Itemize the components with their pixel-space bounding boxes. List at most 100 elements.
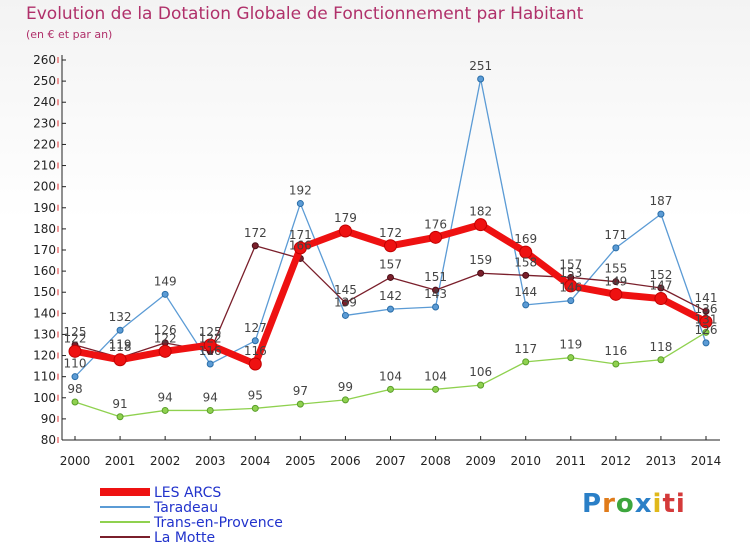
y-tick-label: 100	[33, 391, 56, 405]
data-label-la-motte: 145	[334, 283, 357, 297]
data-label-les-arcs: 116	[244, 344, 267, 358]
point-les-arcs	[654, 292, 668, 306]
data-label-les-arcs: 136	[695, 302, 718, 316]
point-trans-en-provence	[341, 396, 349, 404]
point-les-arcs	[474, 218, 488, 232]
point-taradeau	[116, 326, 124, 334]
data-label-les-arcs: 118	[109, 340, 132, 354]
data-label-taradeau: 143	[424, 287, 447, 301]
point-les-arcs	[248, 357, 262, 371]
y-tick-label: 220	[33, 137, 56, 151]
data-label-la-motte: 152	[649, 268, 672, 282]
point-trans-en-provence	[477, 381, 485, 389]
point-trans-en-provence	[432, 385, 440, 393]
y-tick-label: 120	[33, 349, 56, 363]
y-tick-label: 260	[33, 53, 56, 67]
y-tick-label: 210	[33, 159, 56, 173]
data-label-trans-en-provence: 94	[203, 390, 218, 404]
point-taradeau	[161, 290, 169, 298]
x-tick-label: 2009	[465, 454, 496, 468]
point-taradeau	[432, 303, 440, 311]
data-label-trans-en-provence: 118	[649, 340, 672, 354]
point-taradeau	[612, 244, 620, 252]
data-label-les-arcs: 122	[64, 331, 87, 345]
point-les-arcs	[519, 245, 533, 259]
point-taradeau	[206, 360, 214, 368]
data-label-les-arcs: 149	[604, 274, 627, 288]
y-tick-label: 250	[33, 74, 56, 88]
x-tick-label: 2012	[601, 454, 632, 468]
data-label-la-motte: 157	[379, 257, 402, 271]
data-label-taradeau: 127	[244, 321, 267, 335]
point-trans-en-provence	[567, 354, 575, 362]
point-trans-en-provence	[116, 413, 124, 421]
point-taradeau	[296, 200, 304, 208]
data-label-taradeau: 187	[649, 194, 672, 208]
point-trans-en-provence	[702, 328, 710, 336]
data-label-taradeau: 116	[199, 344, 222, 358]
point-taradeau	[657, 210, 665, 218]
point-la-motte	[341, 299, 349, 307]
point-la-motte	[702, 307, 710, 315]
data-label-la-motte: 158	[514, 255, 537, 269]
data-label-la-motte: 159	[469, 253, 492, 267]
x-tick-label: 2013	[646, 454, 677, 468]
data-label-taradeau: 132	[109, 310, 132, 324]
y-tick-label: 130	[33, 327, 56, 341]
data-label-la-motte: 122	[199, 331, 222, 345]
data-label-taradeau: 149	[154, 274, 177, 288]
point-les-arcs	[429, 230, 443, 244]
data-label-les-arcs: 153	[559, 266, 582, 280]
x-tick-label: 2008	[420, 454, 451, 468]
y-tick-label: 230	[33, 116, 56, 130]
y-tick-label: 180	[33, 222, 56, 236]
data-label-trans-en-provence: 94	[158, 390, 173, 404]
point-la-motte	[387, 273, 394, 281]
point-trans-en-provence	[522, 358, 530, 366]
y-tick-label: 200	[33, 180, 56, 194]
data-label-la-motte: 155	[604, 262, 627, 276]
point-trans-en-provence	[206, 406, 214, 414]
data-label-les-arcs: 122	[154, 331, 177, 345]
point-taradeau	[251, 337, 259, 345]
point-les-arcs	[338, 224, 352, 238]
point-les-arcs	[699, 315, 713, 329]
data-label-la-motte: 125	[64, 325, 87, 339]
data-label-trans-en-provence: 116	[604, 344, 627, 358]
point-taradeau	[341, 311, 349, 319]
data-label-les-arcs: 176	[424, 217, 447, 231]
point-trans-en-provence	[387, 385, 394, 393]
point-trans-en-provence	[251, 404, 259, 412]
data-label-trans-en-provence: 117	[514, 342, 537, 356]
data-label-les-arcs: 171	[289, 228, 312, 242]
data-label-taradeau: 126	[695, 323, 718, 337]
data-label-taradeau: 142	[379, 289, 402, 303]
data-label-trans-en-provence: 91	[112, 397, 127, 411]
data-label-la-motte: 151	[424, 270, 447, 284]
data-label-les-arcs: 182	[469, 205, 492, 219]
x-tick-label: 2006	[330, 454, 361, 468]
data-label-trans-en-provence: 119	[559, 338, 582, 352]
point-les-arcs	[68, 344, 82, 358]
data-label-trans-en-provence: 95	[248, 388, 263, 402]
data-label-les-arcs: 172	[379, 226, 402, 240]
x-tick-label: 2002	[150, 454, 181, 468]
data-label-la-motte: 119	[109, 338, 132, 352]
point-taradeau	[567, 297, 575, 305]
point-trans-en-provence	[612, 360, 620, 368]
data-label-la-motte: 172	[244, 226, 267, 240]
data-label-taradeau: 139	[334, 295, 357, 309]
point-les-arcs	[203, 338, 217, 352]
point-les-arcs	[384, 239, 397, 253]
point-la-motte	[612, 278, 620, 286]
x-tick-label: 2007	[375, 454, 406, 468]
data-label-trans-en-provence: 98	[67, 382, 82, 396]
data-label-les-arcs: 169	[514, 232, 537, 246]
point-taradeau	[71, 373, 79, 381]
y-tick-label: 150	[33, 285, 56, 299]
data-label-la-motte: 166	[289, 238, 312, 252]
y-tick-label: 190	[33, 201, 56, 215]
data-label-taradeau: 171	[604, 228, 627, 242]
chart-title: Evolution de la Dotation Globale de Fonc…	[26, 4, 584, 24]
y-tick-label: 90	[41, 412, 56, 426]
